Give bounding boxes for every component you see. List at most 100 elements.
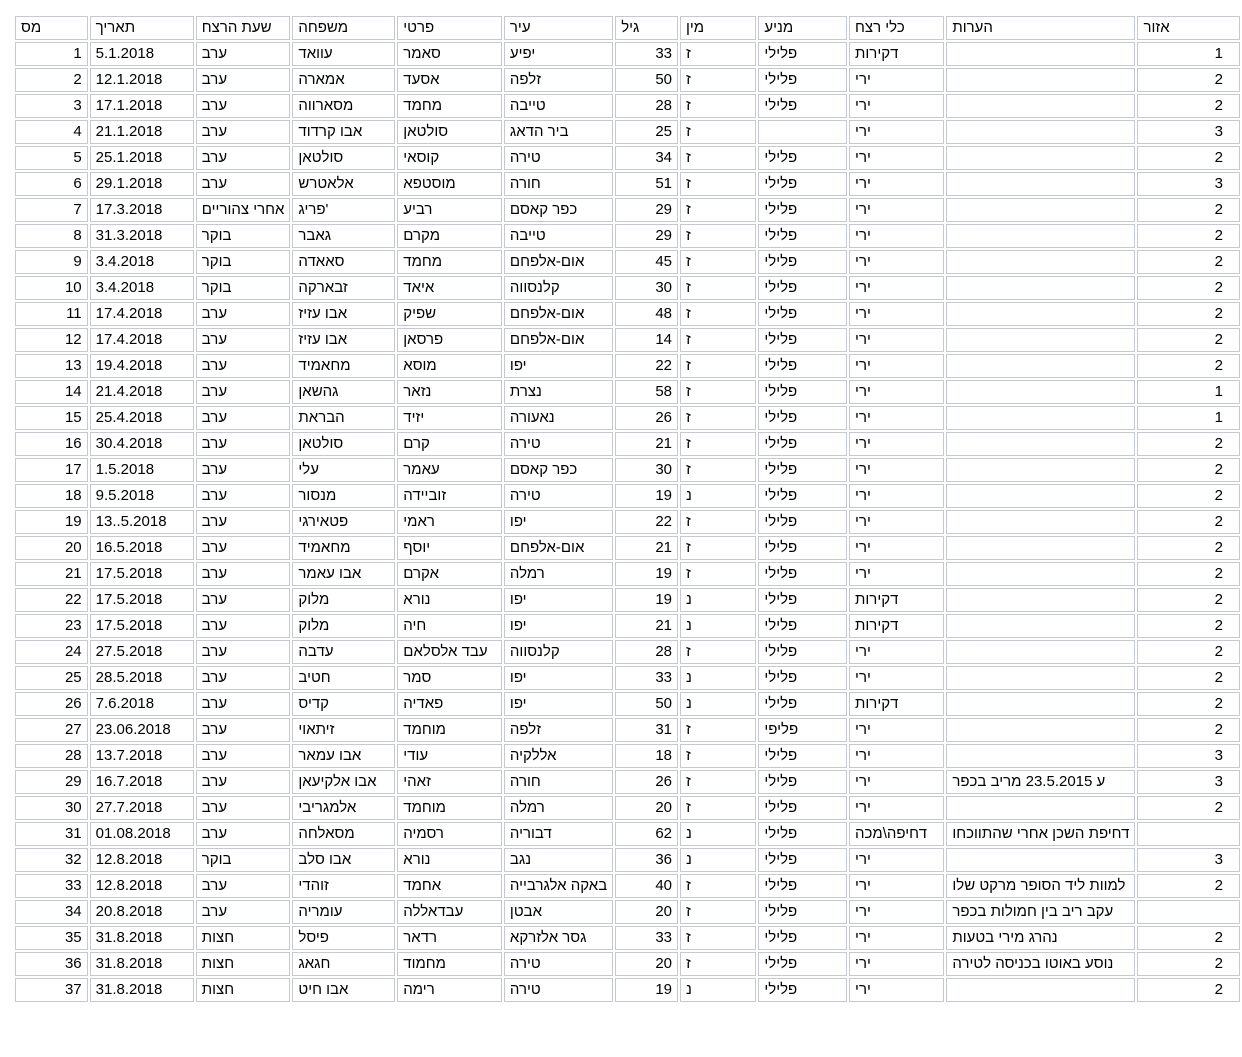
cell-r4-n[interactable]: 4 [15, 120, 88, 144]
cell-r18-date[interactable]: 9.5.2018 [89, 484, 194, 508]
cell-r11-weapon[interactable]: ירי [849, 302, 945, 326]
cell-r13-date[interactable]: 19.4.2018 [89, 354, 194, 378]
cell-r17-date[interactable]: 1.5.2018 [89, 458, 194, 482]
cell-r3-first[interactable]: מחמד [397, 94, 502, 118]
cell-r37-city[interactable]: טירה [503, 978, 614, 1002]
cell-r8-city[interactable]: טייבה [503, 224, 614, 248]
cell-r14-sex[interactable]: ז [680, 380, 757, 404]
cell-r34-first[interactable]: עבדאללה [397, 900, 502, 924]
cell-r13-sex[interactable]: ז [680, 354, 757, 378]
cell-r17-age[interactable]: 30 [615, 458, 679, 482]
cell-r16-age[interactable]: 21 [615, 432, 679, 456]
cell-r7-region[interactable]: 2 [1137, 198, 1240, 222]
cell-r33-city[interactable]: באקה אלגרבייה [503, 874, 614, 898]
cell-r6-family[interactable]: אלאטרש [292, 172, 396, 196]
cell-r36-city[interactable]: טירה [503, 952, 614, 976]
cell-r4-weapon[interactable]: ירי [849, 120, 945, 144]
cell-r1-note[interactable] [946, 42, 1136, 66]
cell-r6-sex[interactable]: ז [680, 172, 757, 196]
cell-r5-note[interactable] [946, 146, 1136, 170]
cell-r15-region[interactable]: 1 [1137, 406, 1240, 430]
cell-r27-weapon[interactable]: ירי [849, 718, 945, 742]
cell-r35-family[interactable]: פיסל [292, 926, 396, 950]
cell-r33-sex[interactable]: ז [680, 874, 757, 898]
cell-r5-sex[interactable]: ז [680, 146, 757, 170]
cell-r34-n[interactable]: 34 [15, 900, 88, 924]
cell-r5-age[interactable]: 34 [615, 146, 679, 170]
cell-r7-family[interactable]: פריג' [292, 198, 396, 222]
cell-r16-n[interactable]: 16 [15, 432, 88, 456]
cell-r19-weapon[interactable]: ירי [849, 510, 945, 534]
cell-r24-motive[interactable]: פלילי [758, 640, 848, 664]
cell-r7-sex[interactable]: ז [680, 198, 757, 222]
cell-r29-region[interactable]: 3 [1137, 770, 1240, 794]
cell-r5-region[interactable]: 2 [1137, 146, 1240, 170]
cell-r5-city[interactable]: טירה [503, 146, 614, 170]
cell-r34-date[interactable]: 20.8.2018 [89, 900, 194, 924]
column-header-time[interactable]: שעת הרצח [195, 16, 291, 40]
cell-r9-n[interactable]: 9 [15, 250, 88, 274]
cell-r28-date[interactable]: 13.7.2018 [89, 744, 194, 768]
cell-r37-sex[interactable]: נ [680, 978, 757, 1002]
cell-r33-motive[interactable]: פלילי [758, 874, 848, 898]
cell-r31-sex[interactable]: נ [680, 822, 757, 846]
cell-r15-first[interactable]: יזיד [397, 406, 502, 430]
cell-r12-age[interactable]: 14 [615, 328, 679, 352]
cell-r4-sex[interactable]: ז [680, 120, 757, 144]
cell-r25-note[interactable] [946, 666, 1136, 690]
cell-r34-family[interactable]: עומריה [292, 900, 396, 924]
cell-r8-family[interactable]: גאבר [292, 224, 396, 248]
cell-r20-first[interactable]: יוסף [397, 536, 502, 560]
cell-r24-note[interactable] [946, 640, 1136, 664]
cell-r8-n[interactable]: 8 [15, 224, 88, 248]
cell-r1-region[interactable]: 1 [1137, 42, 1240, 66]
cell-r28-city[interactable]: אללקיה [503, 744, 614, 768]
cell-r2-motive[interactable]: פלילי [758, 68, 848, 92]
cell-r30-family[interactable]: אלמגריבי [292, 796, 396, 820]
cell-r17-motive[interactable]: פלילי [758, 458, 848, 482]
cell-r30-weapon[interactable]: ירי [849, 796, 945, 820]
cell-r32-first[interactable]: נורא [397, 848, 502, 872]
cell-r8-note[interactable] [946, 224, 1136, 248]
cell-r26-date[interactable]: 7.6.2018 [89, 692, 194, 716]
cell-r20-note[interactable] [946, 536, 1136, 560]
cell-r16-first[interactable]: קרם [397, 432, 502, 456]
cell-r28-family[interactable]: אבו עמאר [292, 744, 396, 768]
cell-r11-n[interactable]: 11 [15, 302, 88, 326]
cell-r12-time[interactable]: ערב [195, 328, 291, 352]
cell-r10-region[interactable]: 2 [1137, 276, 1240, 300]
cell-r32-region[interactable]: 3 [1137, 848, 1240, 872]
cell-r13-n[interactable]: 13 [15, 354, 88, 378]
cell-r4-motive[interactable] [758, 120, 848, 144]
cell-r8-region[interactable]: 2 [1137, 224, 1240, 248]
cell-r6-age[interactable]: 51 [615, 172, 679, 196]
cell-r25-first[interactable]: סמר [397, 666, 502, 690]
cell-r26-age[interactable]: 50 [615, 692, 679, 716]
cell-r23-city[interactable]: יפו [503, 614, 614, 638]
cell-r2-family[interactable]: אמארה [292, 68, 396, 92]
cell-r33-time[interactable]: ערב [195, 874, 291, 898]
cell-r36-note[interactable]: נוסע באוטו בכניסה לטירה [946, 952, 1136, 976]
cell-r5-n[interactable]: 5 [15, 146, 88, 170]
cell-r29-age[interactable]: 26 [615, 770, 679, 794]
cell-r24-date[interactable]: 27.5.2018 [89, 640, 194, 664]
cell-r6-weapon[interactable]: ירי [849, 172, 945, 196]
cell-r11-sex[interactable]: ז [680, 302, 757, 326]
cell-r9-region[interactable]: 2 [1137, 250, 1240, 274]
cell-r23-region[interactable]: 2 [1137, 614, 1240, 638]
cell-r24-first[interactable]: עבד אלסלאם [397, 640, 502, 664]
cell-r25-sex[interactable]: נ [680, 666, 757, 690]
cell-r18-sex[interactable]: נ [680, 484, 757, 508]
cell-r29-n[interactable]: 29 [15, 770, 88, 794]
cell-r33-first[interactable]: אחמד [397, 874, 502, 898]
cell-r35-weapon[interactable]: ירי [849, 926, 945, 950]
cell-r36-date[interactable]: 31.8.2018 [89, 952, 194, 976]
cell-r22-sex[interactable]: נ [680, 588, 757, 612]
cell-r23-weapon[interactable]: דקירות [849, 614, 945, 638]
cell-r31-note[interactable]: דחיפת השכן אחרי שהתווכחו [946, 822, 1136, 846]
cell-r11-city[interactable]: אום-אלפחם [503, 302, 614, 326]
column-header-city[interactable]: עיר [503, 16, 614, 40]
cell-r37-region[interactable]: 2 [1137, 978, 1240, 1002]
cell-r21-family[interactable]: אבו עאמר [292, 562, 396, 586]
cell-r27-time[interactable]: ערב [195, 718, 291, 742]
